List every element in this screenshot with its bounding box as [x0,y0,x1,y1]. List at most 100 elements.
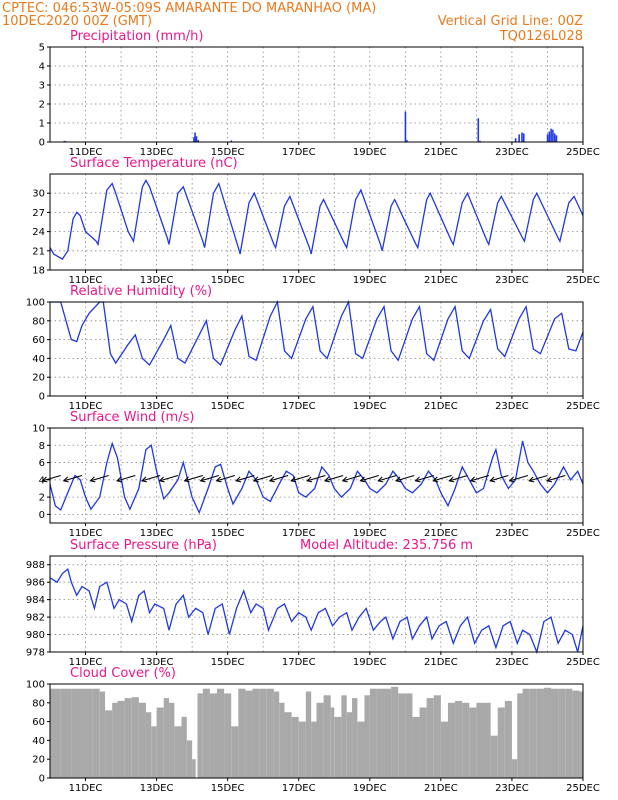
precip-bar [194,132,196,142]
pressure-subtitle: Model Altitude: 235.756 m [300,538,473,553]
cloud-bar [346,712,353,778]
cloud-bar [391,686,399,778]
wind-arrow [395,475,415,482]
temp-line [49,179,584,260]
cloud-bar [151,726,157,778]
wind-arrow [342,475,362,482]
wind-arrow [415,475,434,482]
pressure-xtick: 13DEC [140,657,174,668]
cloud-bar [426,698,434,778]
wind-ytick: 0 [39,510,45,521]
wind-xtick: 15DEC [211,528,245,539]
cloud-panel: Cloud Cover (%) 0 20 40 60 80 100 11DEC 13DEC 15D… [26,666,600,794]
cloud-bar [245,690,253,778]
precip-bar [63,140,66,142]
pressure-xtick: 11DEC [69,657,103,668]
cloud-bar [60,688,72,778]
wind-ytick: 2 [39,493,45,504]
pressure-xtick: 15DEC [211,657,245,668]
wind-title: Surface Wind (m/s) [70,410,194,425]
cloud-bar [490,735,498,778]
wind-frame [49,427,584,524]
cloud-title: Cloud Cover (%) [70,666,176,681]
cloud-bar [81,688,93,778]
panels: Precipitation (mm/h) 0 1 2 3 4 5 11DEC 13DEC 15DE… [26,29,600,794]
rh-xtick: 25DEC [566,401,600,412]
precip-xtick: 15DEC [211,147,245,158]
rh-xtick: 19DEC [353,401,387,412]
rh-xtick: 17DEC [282,401,316,412]
cloud-bar [522,688,530,778]
cloud-bar [224,693,232,778]
cloud-xtick: 19DEC [353,783,387,794]
wind-arrowhead [448,476,455,483]
cloud-bar [543,687,552,778]
precip-xtick: 19DEC [353,147,387,158]
cloud-bar [572,690,580,778]
wind-xtick: 13DEC [140,528,174,539]
header-model-code: TQ0126L028 [499,29,583,44]
wind-arrow [529,475,548,482]
temp-xtick: 25DEC [566,275,600,286]
pressure-xtick: 25DEC [566,657,600,668]
cloud-xtick: 25DEC [566,783,600,794]
precip-ytick: 0 [39,138,45,149]
rh-xtick: 21DEC [424,401,458,412]
cloud-bar [357,721,365,778]
cloud-ytick: 100 [26,680,45,691]
wind-ytick: 6 [39,458,45,469]
temp-xtick: 13DEC [140,275,174,286]
temp-ytick: 21 [32,246,45,257]
precip-bar [195,136,198,142]
cloud-bar [192,759,196,778]
cloud-bar [483,702,491,778]
header-run-date: 10DEC2020 00Z (GMT) [2,14,152,29]
precip-xtick: 25DEC [566,147,600,158]
cloud-xtick: 15DEC [211,783,245,794]
wind-line [49,440,584,515]
wind-arrowhead [394,476,402,483]
cloud-bar [117,700,125,778]
precip-bar [552,129,554,142]
cloud-bar [231,726,239,778]
temp-title: Surface Temperature (nC) [70,156,238,171]
cloud-bar [469,707,477,778]
cloud-bar [376,688,385,778]
cloud-bar [536,688,544,778]
cloud-bar [316,702,324,778]
cloud-bar [92,688,100,778]
cloud-bar [131,697,139,778]
cloud-bar [266,688,274,778]
rh-ytick: 60 [32,335,45,346]
rh-xtick: 13DEC [140,401,174,412]
cloud-bar [209,693,218,778]
cloud-bar [169,702,175,778]
pressure-ytick: 980 [26,630,45,641]
rh-xtick: 15DEC [211,401,245,412]
cloud-bar [334,716,342,778]
temp-ytick: 27 [32,208,45,219]
wind-arrowhead [140,476,148,483]
precip-frame [49,46,584,143]
cloud-bar [579,691,583,778]
cloud-bar [412,716,420,778]
precip-ytick: 2 [39,100,45,111]
wind-arrow [433,475,452,482]
cloud-bar [419,707,427,778]
rh-frame [49,301,584,397]
cloud-bar [181,716,187,778]
wind-arrowhead [489,476,496,483]
precip-xtick: 17DEC [282,147,316,158]
precip-bar [522,133,525,142]
pressure-xtick: 19DEC [353,657,387,668]
wind-arrow [116,475,136,482]
cloud-bar [71,688,82,778]
cloud-ytick: 0 [39,774,45,785]
wind-ytick: 8 [39,441,45,452]
cloud-bar [156,707,164,778]
pressure-line [49,567,584,655]
wind-arrowhead [432,476,439,483]
precip-bar [514,138,517,142]
cloud-bar [551,688,559,778]
